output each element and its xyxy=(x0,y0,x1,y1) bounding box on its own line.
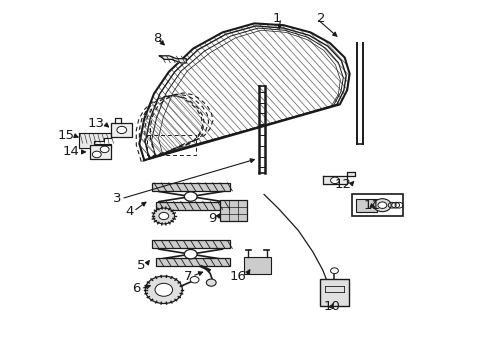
Text: 7: 7 xyxy=(183,270,192,283)
Text: 15: 15 xyxy=(57,129,74,142)
Text: 9: 9 xyxy=(208,212,216,225)
Circle shape xyxy=(377,202,386,208)
Text: 11: 11 xyxy=(363,199,379,212)
Text: 2: 2 xyxy=(316,12,325,25)
Circle shape xyxy=(92,151,101,158)
Circle shape xyxy=(190,276,199,283)
Bar xyxy=(151,183,229,191)
Bar xyxy=(111,123,132,137)
Bar xyxy=(156,202,229,210)
Text: 12: 12 xyxy=(333,178,350,191)
Text: 3: 3 xyxy=(113,192,121,205)
Polygon shape xyxy=(322,172,354,184)
Circle shape xyxy=(159,212,168,220)
Text: 5: 5 xyxy=(137,259,145,272)
Circle shape xyxy=(153,208,174,224)
Circle shape xyxy=(330,268,338,274)
Polygon shape xyxy=(159,56,186,63)
Bar xyxy=(156,258,229,266)
Circle shape xyxy=(206,279,216,286)
Circle shape xyxy=(373,199,390,212)
Circle shape xyxy=(155,283,172,296)
Bar xyxy=(151,240,229,248)
Circle shape xyxy=(100,146,109,153)
Bar xyxy=(220,200,246,221)
Bar xyxy=(320,279,348,306)
Text: 14: 14 xyxy=(62,145,80,158)
Bar xyxy=(244,257,271,274)
Text: 1: 1 xyxy=(272,12,280,24)
Circle shape xyxy=(184,249,197,259)
Bar xyxy=(355,199,376,212)
Polygon shape xyxy=(139,95,204,160)
Text: 16: 16 xyxy=(228,270,245,283)
Text: 8: 8 xyxy=(153,32,162,45)
Polygon shape xyxy=(139,23,349,160)
Circle shape xyxy=(184,192,197,201)
Circle shape xyxy=(330,177,339,184)
Bar xyxy=(351,194,403,216)
Text: 13: 13 xyxy=(87,117,104,130)
Text: 6: 6 xyxy=(132,282,141,295)
Bar xyxy=(90,145,111,159)
Text: 4: 4 xyxy=(125,205,133,218)
Circle shape xyxy=(117,126,126,134)
Text: 10: 10 xyxy=(323,300,339,313)
Circle shape xyxy=(145,276,182,303)
Polygon shape xyxy=(79,133,111,148)
